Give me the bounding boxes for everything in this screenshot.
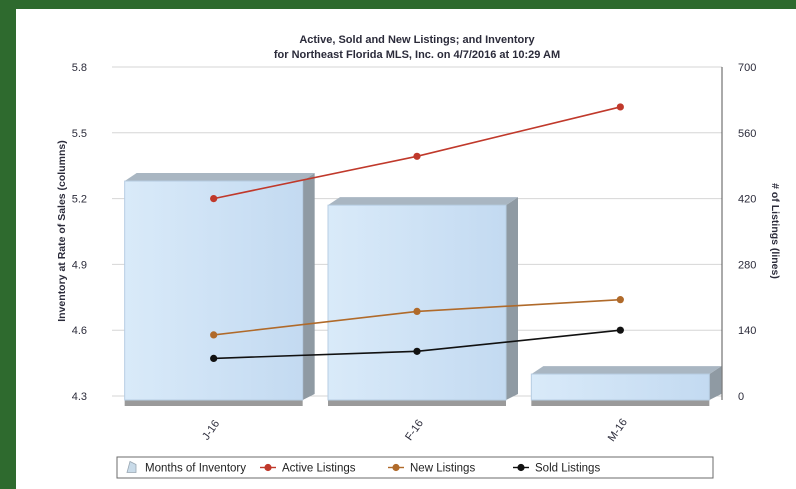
- bar-top: [531, 366, 722, 375]
- chart-title: Active, Sold and New Listings; and Inven…: [299, 34, 535, 46]
- left-tick-label: 5.5: [72, 128, 87, 140]
- right-tick-label: 420: [738, 194, 756, 206]
- bar-top: [328, 197, 518, 206]
- right-tick-label: 0: [738, 391, 744, 403]
- legend-marker: [126, 460, 137, 473]
- left-tick-label: 4.9: [72, 259, 87, 271]
- right-tick-label: 280: [738, 259, 756, 271]
- bar-floor-edge: [124, 400, 303, 406]
- legend-marker: [517, 463, 525, 472]
- legend-label: New Listings: [410, 463, 475, 475]
- line-point: [413, 307, 421, 315]
- legend-label: Sold Listings: [535, 463, 600, 475]
- line-point: [413, 152, 421, 160]
- bar-side: [506, 197, 518, 400]
- legend-marker: [264, 463, 272, 472]
- line-point: [210, 195, 218, 203]
- legend-marker: [392, 463, 400, 472]
- legend-label: Months of Inventory: [145, 463, 246, 475]
- right-axis-title: # of Listings (lines): [769, 183, 781, 279]
- bar-side: [302, 173, 315, 400]
- left-tick-label: 5.8: [72, 62, 87, 74]
- chart-subtitle: for Northeast Florida MLS, Inc. on 4/7/2…: [274, 49, 560, 61]
- line-point: [616, 326, 624, 334]
- bar-floor-edge: [328, 400, 506, 406]
- right-tick-label: 560: [738, 128, 756, 140]
- bar: [124, 180, 304, 401]
- bar-top: [124, 173, 315, 182]
- right-tick-label: 700: [738, 62, 756, 74]
- bar-side: [709, 366, 722, 400]
- category-label: M-16: [606, 417, 630, 444]
- right-tick-label: 140: [738, 325, 756, 337]
- category-label: J-16: [200, 418, 222, 442]
- line-point: [210, 331, 218, 339]
- bar: [530, 373, 710, 401]
- bar: [327, 204, 507, 401]
- category-label: F-16: [403, 418, 426, 443]
- legend-label: Active Listings: [282, 463, 356, 475]
- line-point: [210, 354, 218, 362]
- line-point: [413, 347, 421, 355]
- left-tick-label: 4.6: [72, 325, 87, 337]
- line-point: [616, 103, 624, 111]
- bar-floor-edge: [531, 400, 710, 406]
- line-point: [616, 296, 624, 304]
- legend-box: [116, 456, 714, 479]
- left-axis-title: Inventory at Rate of Sales (columns): [56, 140, 68, 321]
- left-tick-label: 4.3: [72, 391, 87, 403]
- left-tick-label: 5.2: [72, 194, 87, 206]
